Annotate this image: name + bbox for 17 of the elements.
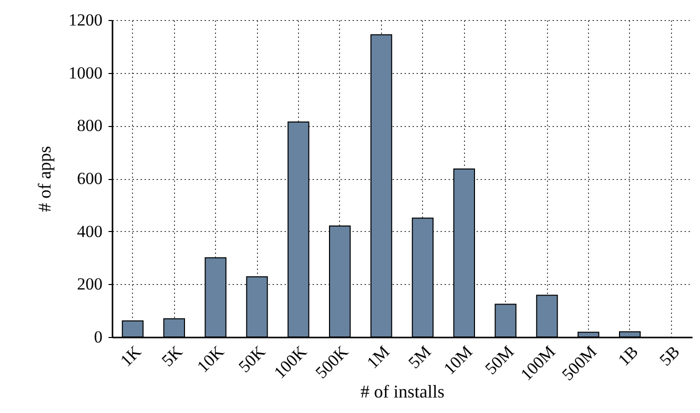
x-tick-label: 10K: [193, 342, 228, 376]
y-tick-label: 200: [77, 274, 102, 294]
y-tick-label: 400: [77, 222, 102, 241]
x-tick-label: 1M: [363, 342, 394, 372]
x-tick-label: 50K: [234, 342, 270, 376]
y-tick-label: 600: [77, 169, 102, 188]
y-tick-label: 1200: [68, 10, 102, 30]
x-tick-label: 5M: [404, 342, 435, 372]
x-tick-label: 5B: [656, 342, 684, 370]
x-tick-label: 1B: [614, 342, 642, 370]
x-tick-label: 1K: [116, 342, 146, 370]
y-tick-label: 1000: [68, 63, 102, 82]
x-axis-title: # of installs: [360, 382, 444, 402]
y-axis-title: # of apps: [34, 146, 54, 212]
y-tick-label: 800: [77, 116, 102, 136]
y-tick-label: 0: [94, 328, 102, 346]
x-tick-label: 5K: [158, 342, 187, 370]
